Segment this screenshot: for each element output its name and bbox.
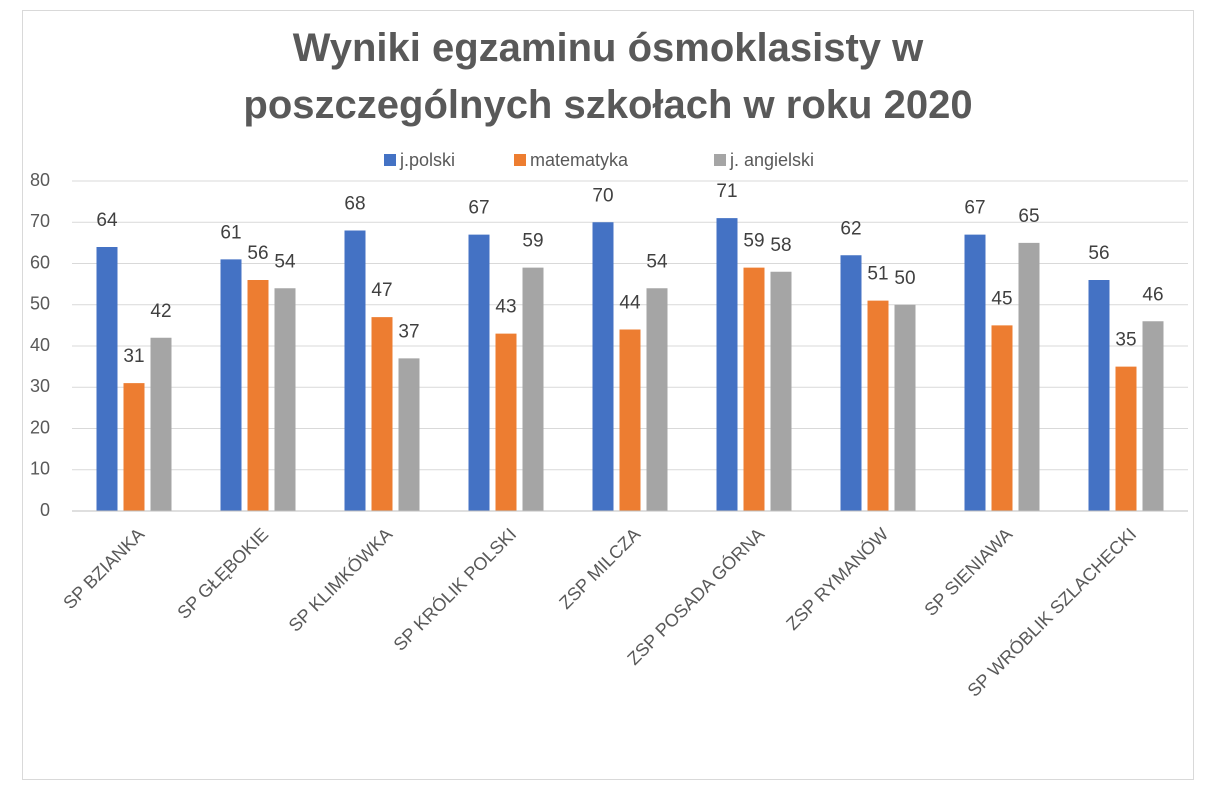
data-label: 54 [646,251,668,272]
data-label: 45 [991,288,1012,309]
bar [495,333,517,511]
bar [1142,321,1164,511]
bar [991,325,1013,511]
y-tick-label: 70 [30,211,50,231]
bar [646,288,668,511]
y-tick-label: 50 [30,294,50,314]
data-label: 43 [495,297,516,318]
y-tick-label: 30 [30,376,50,396]
data-label: 56 [1088,243,1109,264]
data-label: 50 [894,268,915,289]
data-label: 65 [1018,206,1039,227]
data-label: 61 [220,222,241,243]
bar [247,280,269,511]
x-tick-label: SP SIENIAWA [920,524,1016,620]
chart-title: Wyniki egzaminu ósmoklasisty w poszczegó… [243,26,973,127]
data-label: 44 [619,293,641,314]
data-label: 71 [716,181,737,202]
bar [867,300,889,511]
bar [123,383,145,511]
x-tick-label: SP KRÓLIK POLSKI [389,523,520,654]
y-tick-label: 40 [30,335,50,355]
x-tick-label: ZSP RYMANÓW [782,523,893,634]
bar [1115,366,1137,511]
legend-label: j.polski [399,150,455,170]
data-label: 62 [840,218,861,239]
x-tick-label: ZSP MILCZA [555,524,644,613]
bar [770,271,792,511]
data-label: 31 [123,346,144,367]
legend-swatch [514,154,526,166]
data-label: 42 [150,301,171,322]
data-label: 64 [96,210,118,231]
bar [592,222,614,511]
x-tick-label: ZSP POSADA GÓRNA [623,523,768,668]
bar [371,317,393,511]
data-label: 46 [1142,284,1163,305]
bar [840,255,862,511]
chart-frame [22,10,1194,780]
legend-label: matematyka [530,150,629,170]
data-label: 54 [274,251,296,272]
bar [344,230,366,511]
legend-swatch [384,154,396,166]
x-tick-label: SP KLIMKÓWKA [284,523,396,635]
data-label: 67 [964,198,985,219]
data-label: 58 [770,235,791,256]
data-label: 70 [592,185,613,206]
bar [716,218,738,511]
data-label: 68 [344,194,365,215]
data-label: 67 [468,198,489,219]
data-label: 37 [398,321,419,342]
data-label: 59 [522,231,543,252]
bar [1088,280,1110,511]
bar [619,329,641,511]
data-label: 35 [1115,330,1136,351]
bar [1018,242,1040,511]
bar [150,337,172,511]
legend-swatch [714,154,726,166]
data-label: 59 [743,231,764,252]
x-tick-label: SP BZIANKA [59,524,148,613]
bar [96,247,118,511]
bar [274,288,296,511]
bar [894,304,916,511]
bar [743,267,765,511]
legend-label: j. angielski [729,150,814,170]
bar [468,234,490,511]
y-tick-label: 60 [30,252,50,272]
y-tick-label: 0 [40,500,50,520]
y-tick-label: 80 [30,170,50,190]
data-label: 51 [867,264,888,285]
data-label: 56 [247,243,268,264]
data-label: 47 [371,280,392,301]
y-tick-label: 20 [30,417,50,437]
bar [398,358,420,511]
y-tick-label: 10 [30,459,50,479]
bar [220,259,242,511]
x-tick-label: SP GŁĘBOKIE [173,524,272,623]
bar [522,267,544,511]
bar [964,234,986,511]
